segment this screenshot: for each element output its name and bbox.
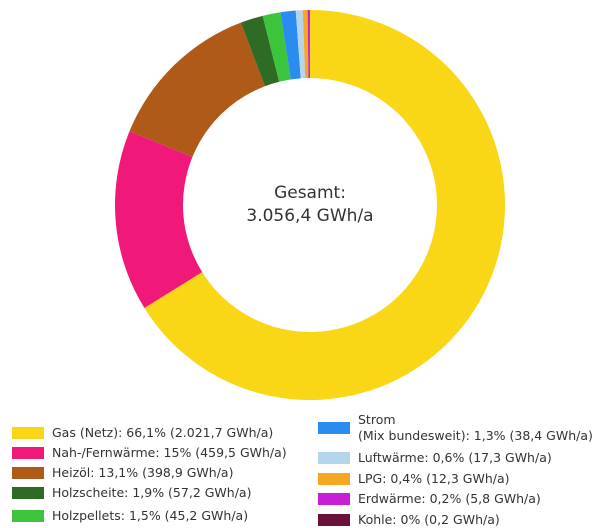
slice bbox=[295, 10, 306, 79]
legend-item: Heizöl: 13,1% (398,9 GWh/a) bbox=[12, 465, 233, 481]
legend-label: Nah-/Fernwärme: 15% (459,5 GWh/a) bbox=[52, 445, 287, 460]
legend-swatch bbox=[318, 422, 350, 434]
legend-label: Luftwärme: 0,6% (17,3 GWh/a) bbox=[358, 450, 552, 465]
legend-item: Erdwärme: 0,2% (5,8 GWh/a) bbox=[318, 491, 541, 507]
slice bbox=[240, 15, 280, 87]
slice bbox=[144, 10, 506, 401]
legend-label: Holzpellets: 1,5% (45,2 GWh/a) bbox=[52, 508, 249, 523]
center-value: 3.056,4 GWh/a bbox=[246, 206, 373, 226]
legend-swatch bbox=[12, 447, 44, 459]
legend-swatch bbox=[318, 514, 350, 526]
legend-item: Gas (Netz): 66,1% (2.021,7 GWh/a) bbox=[12, 425, 273, 441]
legend-swatch bbox=[318, 452, 350, 464]
slice bbox=[280, 10, 301, 80]
legend-item: LPG: 0,4% (12,3 GWh/a) bbox=[318, 471, 510, 487]
center-title: Gesamt: bbox=[274, 183, 346, 203]
legend-swatch bbox=[12, 510, 44, 522]
slice bbox=[262, 12, 291, 82]
legend-swatch bbox=[12, 467, 44, 479]
legend-item: Luftwärme: 0,6% (17,3 GWh/a) bbox=[318, 450, 552, 466]
legend-swatch bbox=[318, 493, 350, 505]
legend-item: Strom (Mix bundesweit): 1,3% (38,4 GWh/a… bbox=[318, 412, 593, 444]
slice bbox=[302, 10, 309, 79]
legend-label: Strom (Mix bundesweit): 1,3% (38,4 GWh/a… bbox=[358, 412, 593, 443]
legend-label: LPG: 0,4% (12,3 GWh/a) bbox=[358, 471, 510, 486]
slice bbox=[114, 131, 203, 308]
legend-item: Nah-/Fernwärme: 15% (459,5 GWh/a) bbox=[12, 445, 287, 461]
legend-label: Heizöl: 13,1% (398,9 GWh/a) bbox=[52, 465, 234, 480]
slice bbox=[307, 10, 310, 79]
legend-label: Holzscheite: 1,9% (57,2 GWh/a) bbox=[52, 485, 252, 500]
chart: Gesamt: 3.056,4 GWh/a bbox=[114, 10, 506, 401]
legend-label: Erdwärme: 0,2% (5,8 GWh/a) bbox=[358, 491, 541, 506]
legend-item: Kohle: 0% (0,2 GWh/a) bbox=[318, 512, 500, 528]
legend-swatch bbox=[318, 473, 350, 485]
legend-swatch bbox=[12, 427, 44, 439]
legend-label: Kohle: 0% (0,2 GWh/a) bbox=[358, 512, 500, 527]
legend-swatch bbox=[12, 487, 44, 499]
legend-item: Holzscheite: 1,9% (57,2 GWh/a) bbox=[12, 485, 251, 501]
slice bbox=[129, 22, 265, 157]
legend-label: Gas (Netz): 66,1% (2.021,7 GWh/a) bbox=[52, 425, 274, 440]
legend-item: Holzpellets: 1,5% (45,2 GWh/a) bbox=[12, 508, 248, 524]
